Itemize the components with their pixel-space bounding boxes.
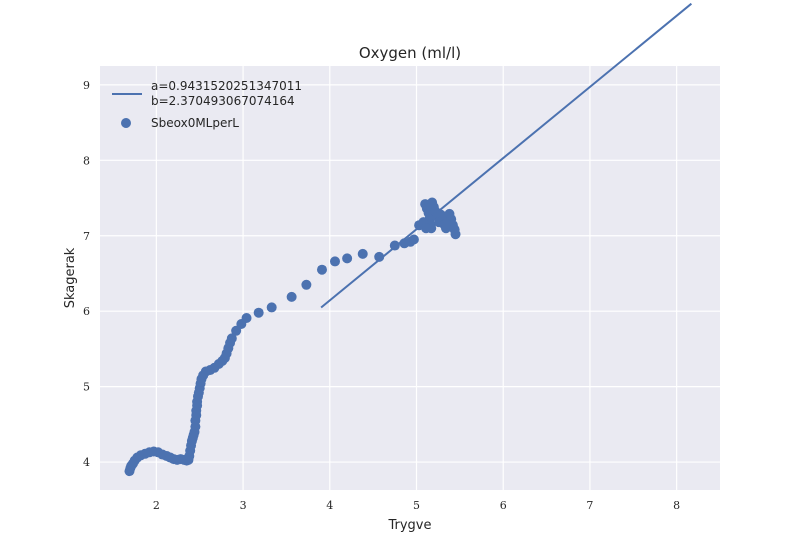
scatter-point	[374, 251, 385, 262]
plot-area	[100, 66, 720, 490]
y-tick-label: 8	[83, 154, 90, 167]
scatter-point	[286, 291, 297, 302]
x-axis-label: Trygve	[387, 518, 431, 533]
scatter-point	[408, 234, 419, 245]
x-tick-label: 3	[240, 499, 247, 512]
scatter-point	[342, 253, 353, 264]
scatter-point	[253, 307, 264, 318]
scatter-point	[316, 264, 327, 275]
x-tick-label: 5	[413, 499, 420, 512]
scatter-point	[389, 240, 400, 251]
scatter-point	[226, 333, 237, 344]
legend-fit-label-b: b=2.370493067074164	[151, 94, 295, 108]
x-tick-labels: 2 3 4 5 6 7 8	[153, 499, 680, 512]
x-tick-label: 7	[586, 499, 593, 512]
scatter-point	[421, 223, 432, 234]
y-tick-label: 9	[83, 79, 90, 92]
y-tick-label: 7	[83, 230, 90, 243]
x-tick-label: 8	[673, 499, 680, 512]
legend: a=0.9431520251347011 b=2.370493067074164…	[112, 79, 302, 130]
y-tick-label: 4	[83, 456, 90, 469]
scatter-points	[124, 197, 461, 477]
scatter-point	[266, 302, 277, 313]
scatter-point	[231, 325, 242, 336]
legend-point-swatch	[121, 118, 131, 128]
x-tick-label: 2	[153, 499, 160, 512]
scatter-point	[329, 256, 340, 267]
scatter-point	[301, 279, 312, 290]
x-tick-label: 4	[326, 499, 333, 512]
y-axis-label: Skagerak	[63, 247, 78, 308]
scatter-point	[440, 218, 451, 229]
scatter-point	[357, 248, 368, 259]
chart-title: Oxygen (ml/l)	[359, 44, 461, 62]
legend-scatter-label: Sbeox0MLperL	[151, 116, 239, 130]
scatter-point	[450, 229, 461, 240]
scatter-point	[241, 312, 252, 323]
y-tick-labels: 4 5 6 7 8 9	[83, 79, 90, 469]
x-tick-label: 6	[500, 499, 507, 512]
y-tick-label: 5	[83, 381, 90, 394]
y-tick-label: 6	[83, 305, 90, 318]
legend-fit-label-a: a=0.9431520251347011	[151, 79, 302, 93]
